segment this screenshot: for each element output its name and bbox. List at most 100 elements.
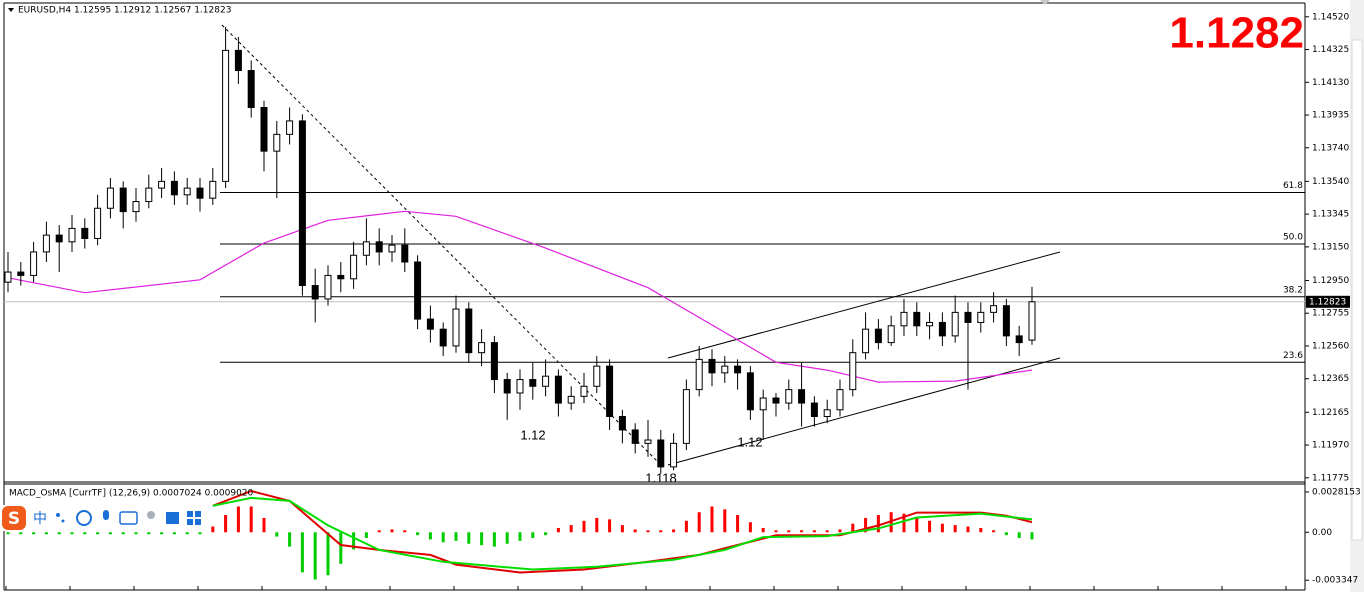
candle-body xyxy=(478,342,486,354)
annotation: 1.118 xyxy=(645,470,677,485)
last-price-box xyxy=(1306,295,1350,308)
moving-average xyxy=(7,210,1033,383)
ime-emoji[interactable] xyxy=(76,510,92,526)
menu-arrow[interactable] xyxy=(8,8,14,12)
y-tick-label: 1.13740 xyxy=(1312,143,1349,153)
histogram-bar xyxy=(428,532,432,540)
histogram-bar xyxy=(1004,532,1008,536)
histogram-bar xyxy=(646,530,650,533)
candle-body xyxy=(119,187,127,213)
histogram-bar xyxy=(992,530,996,533)
histogram-bar xyxy=(416,532,420,536)
histogram-bar xyxy=(147,532,151,535)
histogram-bar xyxy=(953,525,957,533)
histogram-bar xyxy=(800,530,804,533)
scroll-track xyxy=(1351,39,1363,541)
y-tick-label: 1.11970 xyxy=(1312,441,1349,451)
candle-body xyxy=(298,120,306,287)
histogram-bar xyxy=(812,530,816,533)
candle-body xyxy=(209,180,217,199)
ime-skin[interactable] xyxy=(166,512,179,524)
y-tick-label: 1.14325 xyxy=(1312,45,1349,55)
plot: 1.14520 1.14325 1.14130 1.13935 1.13740 1.135… xyxy=(4,12,1361,590)
y-tick-label: 1.12950 xyxy=(1312,276,1349,286)
fib-label: 50.0 xyxy=(1283,233,1303,243)
ime-punct xyxy=(61,519,65,523)
histogram-bar xyxy=(748,522,752,533)
histogram-bar xyxy=(288,532,292,547)
candle-body xyxy=(247,70,255,108)
y-tick-label: 1.13935 xyxy=(1312,111,1349,121)
histogram-bar xyxy=(339,532,343,564)
y-tick-label: 0.0028153 xyxy=(1312,487,1361,497)
histogram-bar xyxy=(736,515,740,533)
ime-punct[interactable] xyxy=(56,513,60,517)
ime-grid xyxy=(187,519,193,525)
candle-body xyxy=(785,389,793,404)
histogram-bar xyxy=(723,509,727,533)
candle-body xyxy=(670,442,678,468)
candle-body xyxy=(106,187,114,209)
y-tick-label: 1.14130 xyxy=(1312,78,1349,88)
indicator-title: MACD_OsMA [CurrTF] (12,26,9) 0.0007024 0… xyxy=(9,489,254,499)
candle-body xyxy=(375,241,383,253)
candle-body xyxy=(439,328,447,347)
histogram-bar xyxy=(403,530,407,533)
candle-body xyxy=(452,308,460,347)
ime-user[interactable] xyxy=(147,511,155,519)
histogram-bar xyxy=(825,530,829,533)
histogram-bar xyxy=(569,525,573,533)
candle-body xyxy=(529,379,537,387)
candle-body xyxy=(580,385,588,397)
histogram-bar xyxy=(684,520,688,533)
histogram-bar xyxy=(44,532,48,535)
candle-body xyxy=(1028,301,1036,341)
candle-body xyxy=(644,439,652,444)
histogram-bar xyxy=(787,530,791,533)
candle-body xyxy=(30,251,38,276)
annotation: 1.12 xyxy=(520,427,545,442)
candle-body xyxy=(170,180,178,196)
candle-body xyxy=(324,274,332,300)
candle-body xyxy=(17,271,25,276)
histogram-bar xyxy=(633,529,637,533)
candle-body xyxy=(273,133,281,152)
candle-body xyxy=(913,311,921,327)
histogram-bar xyxy=(1017,532,1021,539)
histogram-bar xyxy=(211,526,215,533)
histogram-bar xyxy=(595,517,599,533)
candle-body xyxy=(810,402,818,418)
annotation: 1.12 xyxy=(737,434,762,449)
histogram-bar xyxy=(57,532,61,535)
y-tick-label: 1.11775 xyxy=(1312,473,1349,483)
histogram-bar xyxy=(326,532,330,576)
candle-body xyxy=(964,311,972,323)
histogram-bar xyxy=(480,532,484,546)
trend-line xyxy=(221,24,663,467)
candle-body xyxy=(926,321,934,327)
candle-body xyxy=(542,375,550,387)
candle-body xyxy=(721,365,729,374)
histogram-bar xyxy=(838,529,842,533)
histogram-bar xyxy=(32,532,36,535)
histogram-bar xyxy=(275,532,279,537)
candle-body xyxy=(772,397,780,404)
histogram-bar xyxy=(889,512,893,533)
indicator-line xyxy=(212,496,1033,571)
histogram-bar xyxy=(236,506,240,533)
ime-voice[interactable] xyxy=(103,510,109,520)
candle-body xyxy=(196,187,204,199)
fib-label: 38.2 xyxy=(1283,285,1303,295)
histogram-bar xyxy=(198,532,202,535)
candle-body xyxy=(554,375,562,404)
histogram-bar xyxy=(185,532,189,535)
ime-logo[interactable] xyxy=(2,506,26,530)
candle-body xyxy=(849,352,857,391)
ime-grid[interactable] xyxy=(187,511,193,517)
ime-keyboard[interactable] xyxy=(119,511,138,525)
histogram-bar xyxy=(864,517,868,533)
candle-body xyxy=(234,49,242,72)
ime-mode[interactable]: 中 xyxy=(33,511,47,527)
histogram-bar xyxy=(659,530,663,533)
